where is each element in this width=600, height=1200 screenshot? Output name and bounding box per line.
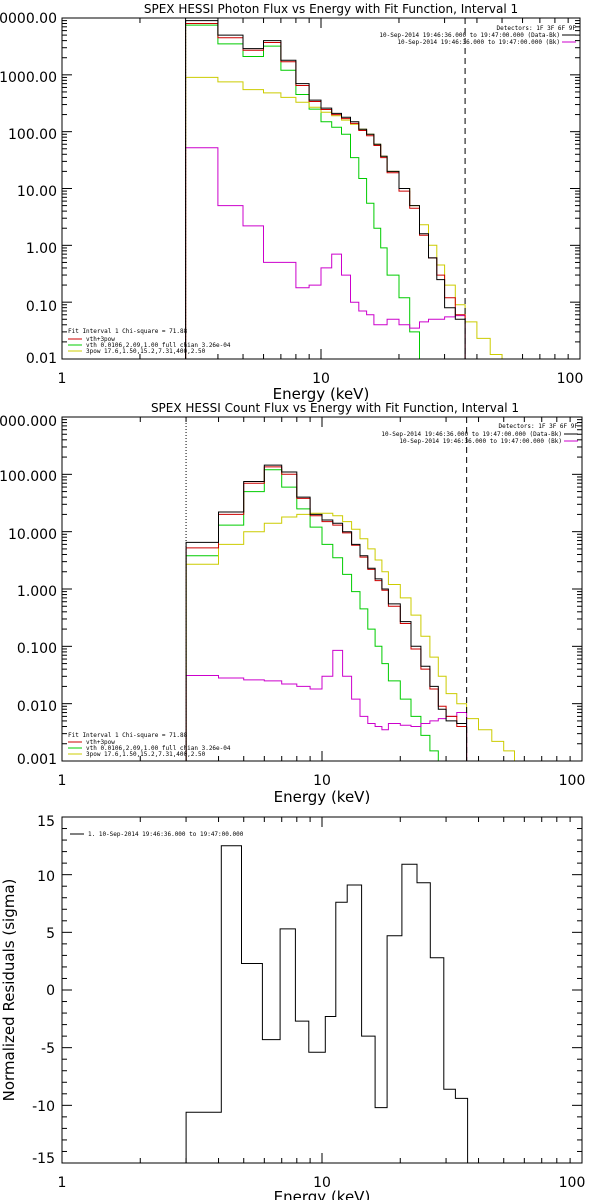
legend-right: Detectors: 1F 3F 6F 9F 10-Sep-2014 19:46… xyxy=(379,25,576,46)
legend-fit-interval: Fit Interval 1 Chi-square = 71.88 xyxy=(68,328,188,335)
plot-frame xyxy=(61,816,583,1164)
y-tick-label: -5 xyxy=(41,1041,55,1057)
legend-vth: vth 0.0106,2.09,1.00 full chian 3.26e-04 xyxy=(86,745,231,752)
panel-title: SPEX HESSI Count Flux vs Energy with Fit… xyxy=(151,401,519,415)
y-tick-label: 0.01 xyxy=(26,351,57,367)
count-flux-panel: SPEX HESSI Count Flux vs Energy with Fit… xyxy=(0,401,585,806)
legend-left: Fit Interval 1 Chi-square = 71.88 vth+3p… xyxy=(68,732,231,758)
legend-left: Fit Interval 1 Chi-square = 71.88 vth+3p… xyxy=(68,328,231,355)
photon-flux-panel: SPEX HESSI Photon Flux vs Energy with Fi… xyxy=(0,2,583,403)
legend-total-fit: vth+3pow xyxy=(86,739,115,746)
x-tick-label: 1 xyxy=(58,773,67,789)
legend-3pow: 3pow 17.6,1.50,15.2,7.31,400,2.50 xyxy=(86,348,206,355)
y-tick-label: 1.000 xyxy=(17,584,57,600)
series-vth-plus-3pow-line xyxy=(185,466,468,761)
y-tick-label: 10.00 xyxy=(17,184,57,200)
legend-bk: 10-Sep-2014 19:46:36.000 to 19:47:00.000… xyxy=(399,438,562,445)
series-bk-line xyxy=(185,147,466,359)
legend-3pow: 3pow 17.6,1.50,15.2,7.31,400,2.50 xyxy=(86,751,206,758)
plot-frame xyxy=(61,416,583,762)
series-vth-line xyxy=(185,24,420,359)
y-axis-label: Normalized Residuals (sigma) xyxy=(0,879,18,1102)
x-tick-label: 10 xyxy=(312,371,330,387)
y-tick-label: -10 xyxy=(32,1099,55,1115)
x-axis-label: Energy (keV) xyxy=(274,788,371,806)
legend-vth: vth 0.0106,2.09,1.00 full chian 3.26e-04 xyxy=(86,342,231,349)
y-tick-label: 0.10 xyxy=(26,299,57,315)
x-tick-label: 1 xyxy=(58,1175,67,1191)
legend-right: Detectors: 1F 3F 6F 9F 10-Sep-2014 19:46… xyxy=(381,423,578,445)
legend-detectors: Detectors: 1F 3F 6F 9F xyxy=(497,25,577,32)
x-axis-label: Energy (keV) xyxy=(274,1188,371,1200)
x-tick-label: 100 xyxy=(559,1175,586,1191)
series-bk-line xyxy=(185,649,468,761)
y-tick-label: 10000.00 xyxy=(0,11,57,27)
legend-data-bk: 10-Sep-2014 19:46:36.000 to 19:47:00.000… xyxy=(381,431,562,438)
panel-title: SPEX HESSI Photon Flux vs Energy with Fi… xyxy=(144,2,518,16)
y-tick-label: 100.000 xyxy=(0,469,57,485)
x-tick-label: 1 xyxy=(58,371,67,387)
series-vth-plus-3pow-line xyxy=(185,23,466,359)
y-tick-label: 1000.00 xyxy=(0,70,57,86)
y-tick-label: 0 xyxy=(46,983,55,999)
residuals-step-line xyxy=(185,845,469,1163)
residuals-panel: 1 10 100 Energy (keV) Normalized Residua… xyxy=(0,814,585,1200)
count-flux-plot-area xyxy=(61,416,582,762)
legend-bk: 10-Sep-2014 19:46:36.000 to 19:47:00.000… xyxy=(397,39,560,46)
y-tick-label: 0.010 xyxy=(17,699,57,715)
residuals-legend: 1. 10-Sep-2014 19:46:36.000 to 19:47:00.… xyxy=(70,831,244,838)
y-tick-label: 10 xyxy=(37,869,55,885)
series-data-bk-line xyxy=(185,464,468,761)
x-tick-label: 100 xyxy=(559,773,586,789)
legend-total-fit: vth+3pow xyxy=(86,336,115,343)
y-tick-label: 5 xyxy=(46,926,55,942)
legend-detectors: Detectors: 1F 3F 6F 9F xyxy=(499,423,579,430)
photon-flux-plot-area xyxy=(61,17,580,360)
x-tick-label: 10 xyxy=(313,1175,331,1191)
series-3pow-line xyxy=(185,76,513,360)
series-3pow-line xyxy=(185,512,525,762)
x-axis-label: Energy (keV) xyxy=(273,385,370,403)
y-tick-label: 10.000 xyxy=(8,527,57,543)
y-tick-label: 15 xyxy=(37,814,55,830)
residuals-plot-area xyxy=(61,816,582,1164)
y-tick-label: 100.00 xyxy=(8,127,57,143)
y-tick-label: -15 xyxy=(32,1151,55,1167)
x-tick-label: 10 xyxy=(313,773,331,789)
x-tick-label: 100 xyxy=(557,371,584,387)
y-tick-label: 0.001 xyxy=(17,752,57,768)
series-data-bk-line xyxy=(185,20,466,359)
y-tick-label: 1.00 xyxy=(26,241,57,257)
legend-data-bk: 10-Sep-2014 19:46:36.000 to 19:47:00.000… xyxy=(379,32,560,39)
legend-fit-interval: Fit Interval 1 Chi-square = 71.88 xyxy=(68,732,188,739)
plot-frame xyxy=(61,17,581,360)
y-tick-label: 0.100 xyxy=(17,641,57,657)
legend-residuals: 1. 10-Sep-2014 19:46:36.000 to 19:47:00.… xyxy=(88,831,244,838)
y-tick-label: 1000.000 xyxy=(0,414,57,430)
